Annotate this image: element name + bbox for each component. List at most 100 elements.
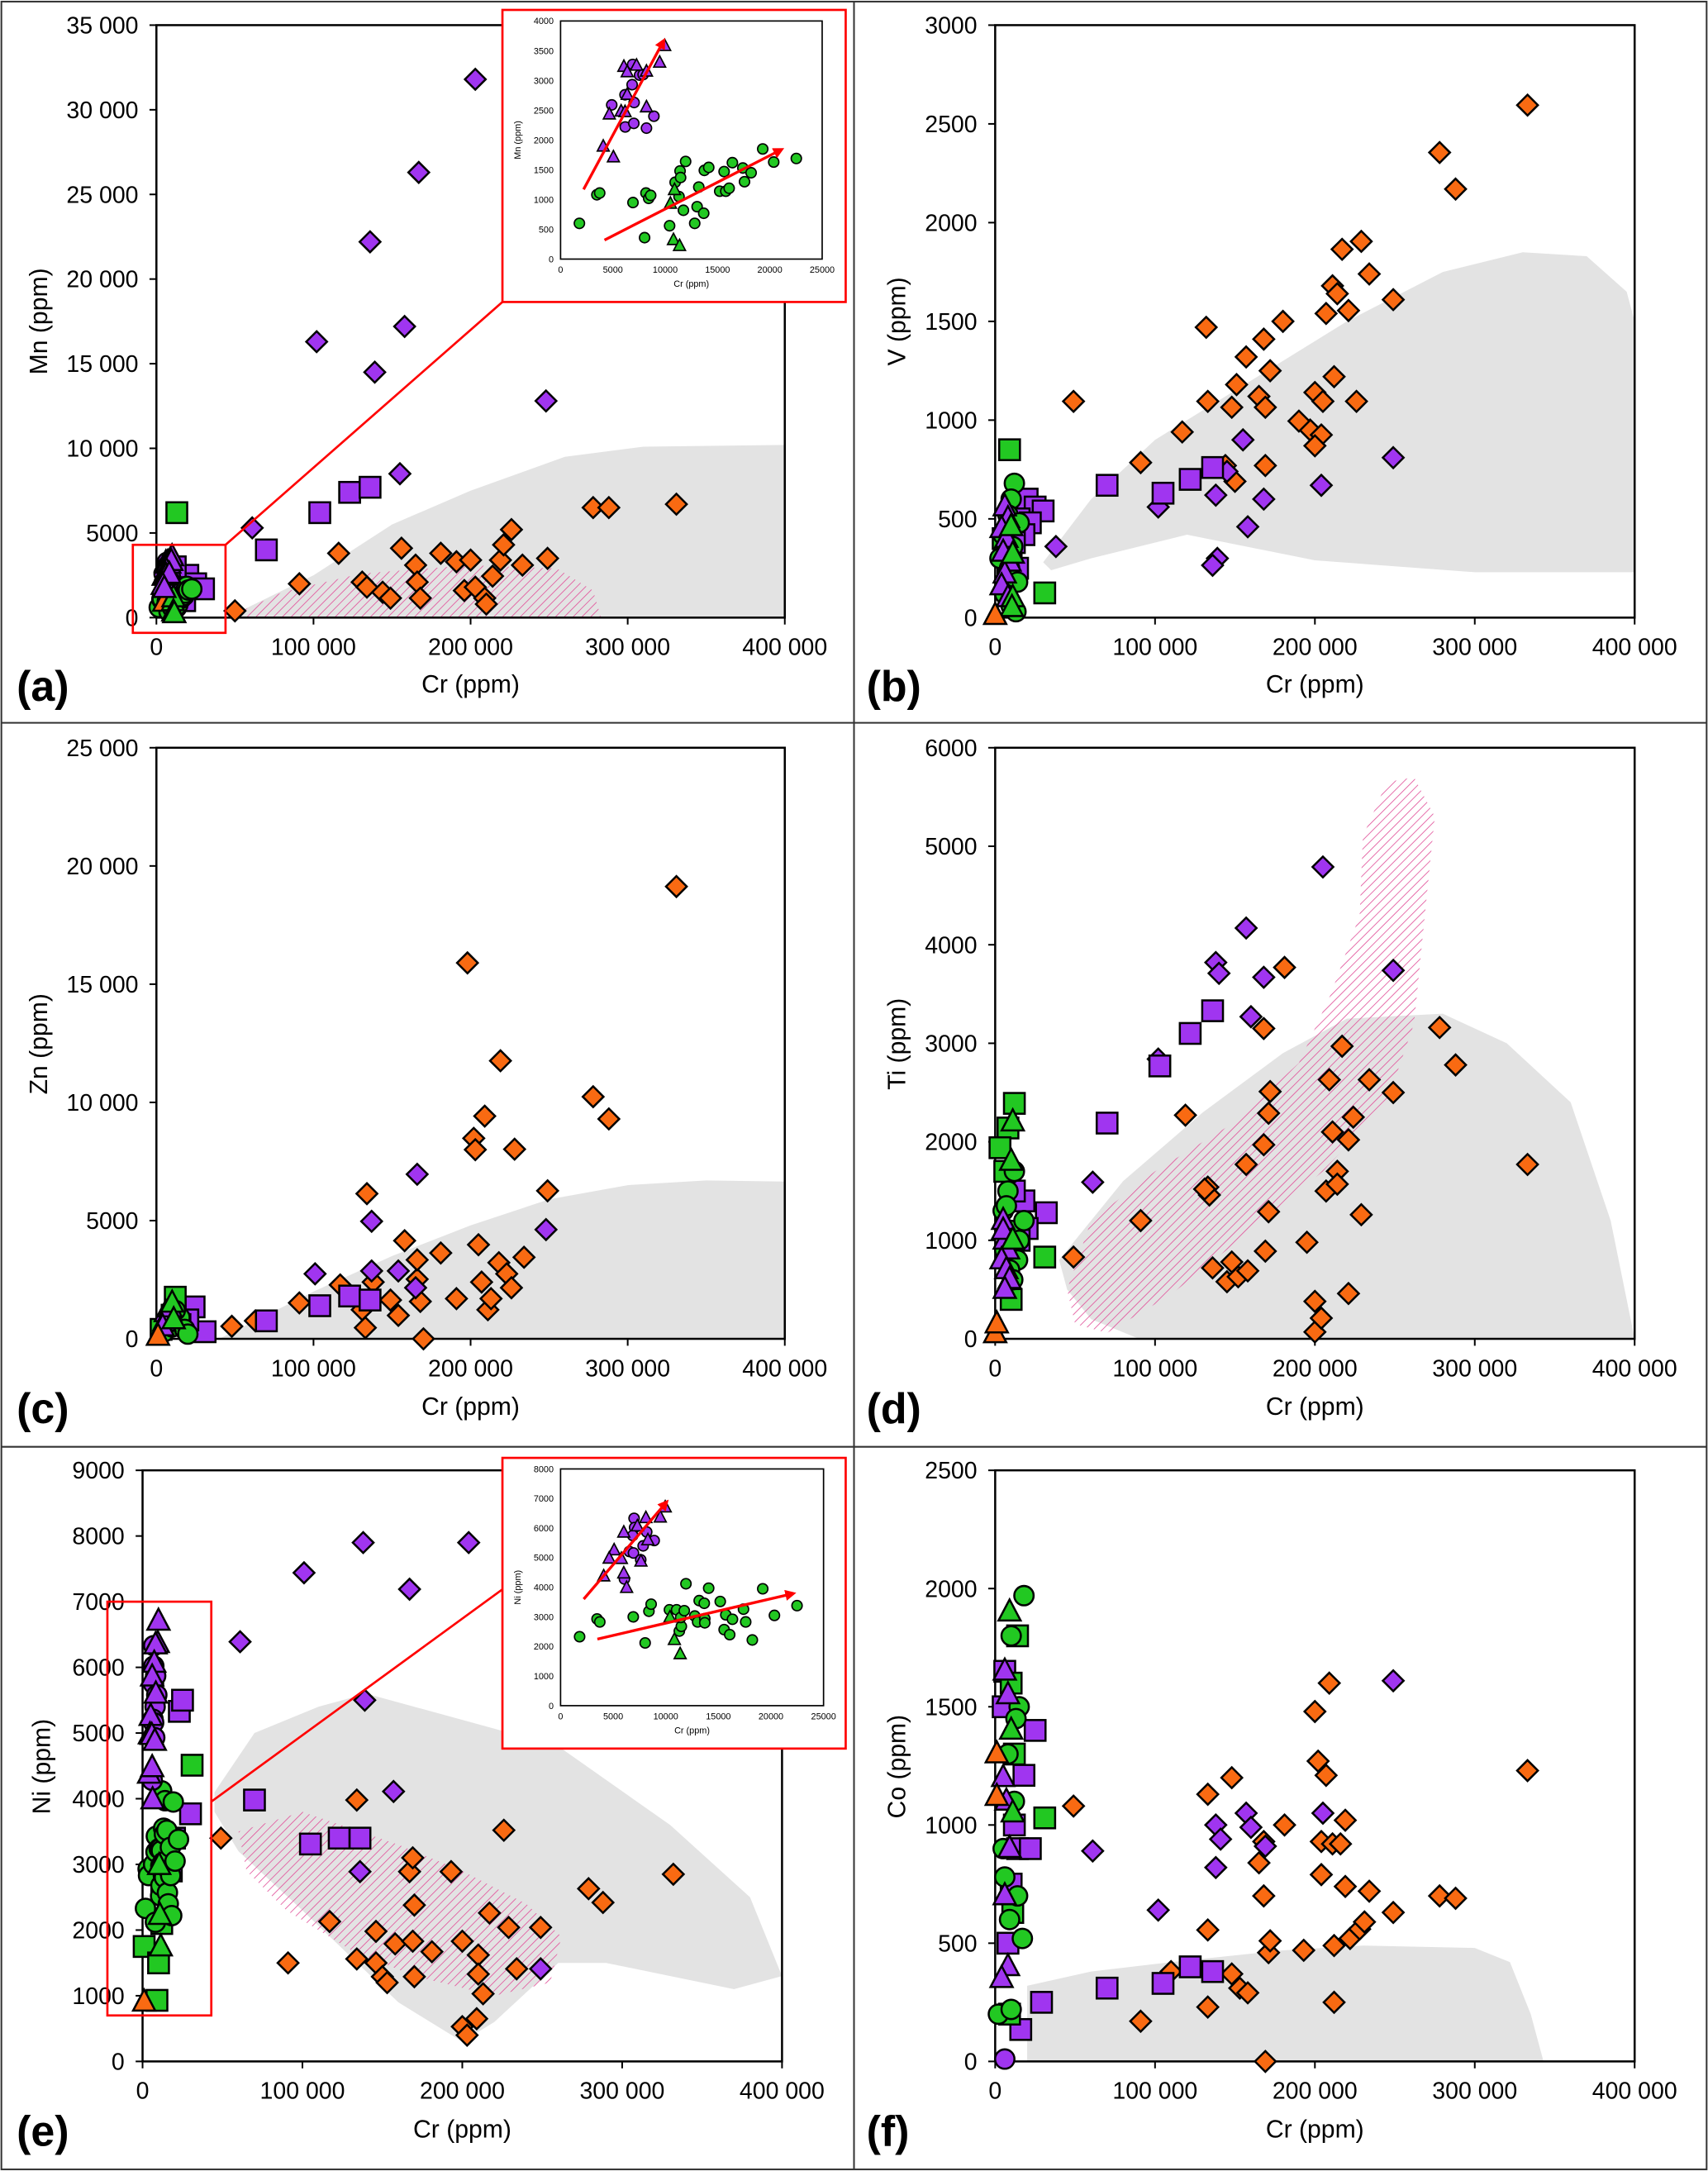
- y-axis-label: V (ppm): [883, 277, 911, 365]
- purple-triangle-point: [995, 1679, 1021, 1705]
- inset-x-tick-label: 15000: [706, 1712, 730, 1722]
- green-triangle-point: [998, 1146, 1025, 1171]
- purple-square-point: [1178, 1955, 1202, 1978]
- x-tick-label: 0: [150, 1355, 163, 1382]
- orange-diamond-point: [664, 874, 688, 899]
- trend-arrow: [583, 1499, 669, 1601]
- panel-label: (e): [17, 2108, 69, 2156]
- purple-triangle-point: [992, 1881, 1018, 1906]
- green-triangle-point: [161, 598, 188, 624]
- orange-diamond-point: [504, 1957, 529, 1981]
- orange-diamond-point: [1253, 2050, 1277, 2073]
- inset-y-tick-label: 4000: [534, 17, 554, 26]
- orange-diamond-point: [1314, 301, 1339, 326]
- y-tick-label: 5000: [86, 521, 138, 547]
- purple-square-point: [1012, 1764, 1035, 1788]
- orange-diamond-point: [1444, 1053, 1468, 1077]
- orange-diamond-point: [1302, 434, 1327, 458]
- orange-diamond-point: [326, 541, 351, 565]
- orange-diamond-point: [474, 592, 498, 617]
- green-circle-point: [698, 1597, 711, 1610]
- inset-x-tick-label: 20000: [758, 265, 783, 275]
- purple-square-point: [359, 1288, 382, 1312]
- green-circle-point: [164, 1850, 186, 1872]
- purple-square-point: [1151, 481, 1175, 505]
- purple-circle-point: [627, 1547, 640, 1559]
- purple-diamond-point: [1311, 1801, 1335, 1826]
- green-circle-point: [639, 1636, 651, 1650]
- y-tick-label: 4000: [72, 1787, 124, 1813]
- orange-diamond-point: [1444, 1886, 1468, 1911]
- orange-diamond-point: [354, 1182, 379, 1206]
- orange-diamond-point: [345, 1947, 369, 1971]
- inset-plot-frame: [559, 1468, 825, 1707]
- orange-diamond-point: [1322, 364, 1346, 389]
- purple-diamond-point: [528, 1957, 553, 1981]
- x-tick-label: 400 000: [1592, 1355, 1677, 1382]
- purple-square-point: [298, 1832, 322, 1856]
- purple-square-point: [1031, 499, 1055, 523]
- orange-diamond-point: [402, 1892, 426, 1917]
- orange-diamond-point: [664, 492, 688, 517]
- x-tick-label: 0: [988, 635, 1001, 661]
- purple-circle-point: [993, 2048, 1016, 2070]
- green-circle-point: [998, 1908, 1021, 1931]
- x-tick-label: 0: [150, 635, 163, 661]
- y-tick-label: 0: [126, 1326, 139, 1353]
- purple-diamond-point: [403, 1275, 428, 1300]
- orange-diamond-point: [471, 1982, 495, 2006]
- orange-diamond-point: [469, 1270, 494, 1294]
- green-circle-point: [718, 165, 730, 178]
- purple-triangle-point: [139, 1662, 165, 1687]
- purple-square-point: [338, 480, 361, 504]
- green-circle-point: [664, 220, 676, 232]
- scatter-panel-e: 0 100 000 200 000 300 000 400 000 0 1000 2000 30…: [17, 1456, 847, 2156]
- inset-y-tick-label: 0: [549, 1702, 554, 1712]
- green-triangle-point: [1000, 1225, 1026, 1250]
- inset-x-axis-label: Cr (ppm): [673, 279, 709, 289]
- orange-diamond-point: [1252, 1883, 1276, 1908]
- y-tick-label: 2000: [925, 1130, 977, 1156]
- orange-diamond-point: [1427, 140, 1452, 164]
- purple-triangle-point: [143, 1679, 169, 1704]
- orange-diamond-point: [1357, 1879, 1382, 1903]
- orange-diamond-point: [353, 1316, 378, 1340]
- green-circle-point: [768, 156, 780, 169]
- purple-diamond-point: [1081, 1170, 1105, 1194]
- purple-square-point: [1201, 455, 1225, 479]
- orange-diamond-point: [1302, 1699, 1327, 1724]
- inset-x-tick-label: 25000: [810, 265, 835, 275]
- green-square-point: [997, 438, 1021, 462]
- orange-diamond-point: [1234, 345, 1258, 369]
- orange-diamond-point: [1192, 1177, 1217, 1202]
- orange-diamond-point: [488, 548, 512, 573]
- purple-triangle-point: [602, 1550, 616, 1564]
- x-tick-label: 300 000: [579, 2078, 664, 2105]
- purple-square-point: [255, 538, 278, 562]
- green-circle-point: [1013, 1210, 1035, 1231]
- green-triangle-point: [999, 593, 1025, 617]
- y-tick-label: 15 000: [66, 972, 138, 998]
- purple-diamond-point: [358, 230, 383, 254]
- y-tick-label: 0: [964, 605, 978, 631]
- inset-x-tick-label: 0: [558, 265, 563, 275]
- x-axis-label: Cr (ppm): [1266, 1393, 1364, 1421]
- orange-diamond-point: [1253, 453, 1277, 478]
- orange-diamond-point: [276, 1950, 300, 1975]
- purple-triangle-point: [640, 1531, 655, 1546]
- x-tick-label: 0: [136, 2078, 150, 2105]
- y-tick-label: 15 000: [66, 351, 138, 378]
- purple-triangle-point: [619, 1579, 634, 1593]
- inset-y-tick-label: 2000: [534, 136, 554, 145]
- purple-diamond-point: [1234, 916, 1258, 940]
- inset-x-axis-label: Cr (ppm): [674, 1726, 710, 1735]
- zoom-connector-line: [225, 301, 503, 546]
- purple-diamond-point: [1239, 1815, 1263, 1840]
- orange-diamond-point: [1129, 1208, 1153, 1233]
- y-axis-label: Zn (ppm): [26, 993, 53, 1094]
- green-triangle-point: [672, 237, 687, 251]
- orange-triangle-point: [983, 1781, 1010, 1807]
- green-triangle-point: [666, 231, 681, 245]
- x-tick-label: 100 000: [1112, 635, 1197, 661]
